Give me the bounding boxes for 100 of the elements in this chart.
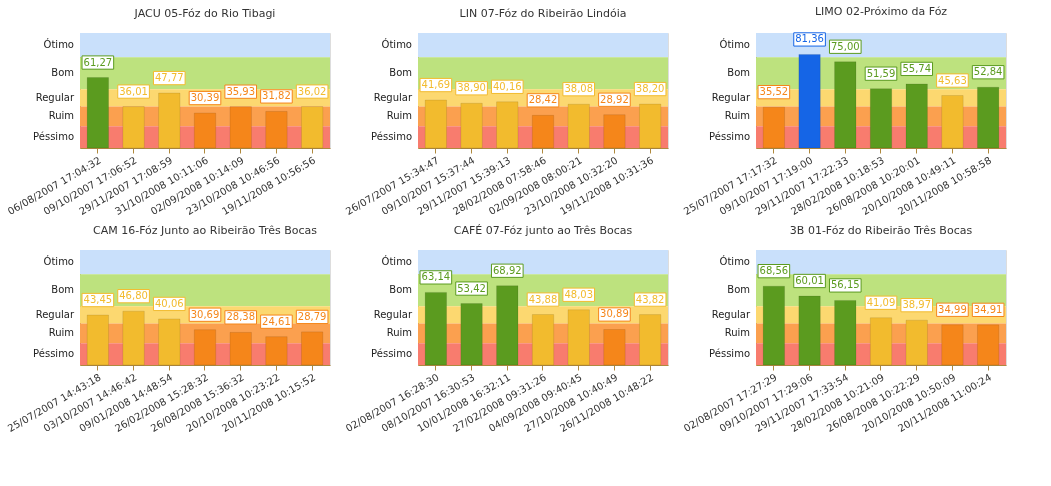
data-label: 41,69 [421,79,451,91]
bar [194,329,216,366]
data-label: 60,01 [795,274,824,286]
band-label: Bom [51,284,74,296]
bar [639,103,662,149]
chart-title: CAM 16-Fóz Junto ao Ribeirão Três Bocas [93,224,318,237]
data-label: 52,84 [973,66,1003,78]
band-label: Ruim [386,110,412,122]
bar [496,101,519,149]
data-label: 63,14 [421,271,451,283]
data-label: 47,77 [154,72,184,84]
band-label: Regular [711,308,751,320]
data-label: 40,16 [492,80,522,92]
band-label: Regular [373,308,413,320]
bar [798,295,821,366]
band-label: Ótimo [381,255,412,268]
data-label: 68,92 [492,264,522,276]
bar [86,314,109,366]
data-label: 28,92 [600,93,629,105]
bar [194,112,216,149]
bar [460,103,483,149]
bar [834,61,857,149]
bar [870,317,892,366]
data-label: 81,36 [795,33,824,45]
data-label: 40,06 [154,297,184,309]
data-label: 56,15 [830,279,860,291]
bar [158,92,181,149]
bar [603,329,626,366]
band-label: Ruim [386,327,412,339]
bar [603,114,626,149]
bar [977,324,1000,366]
data-label: 35,52 [759,86,789,98]
data-label: 48,03 [564,288,594,300]
band-label: Bom [727,67,750,79]
bar [424,99,447,149]
bar [460,303,483,366]
chart-title: CAFÉ 07-Fóz junto ao Três Bocas [453,224,633,237]
data-label: 31,82 [262,90,291,102]
bar [158,318,181,366]
bar [301,106,324,149]
bar [567,309,590,366]
band-label: Regular [35,308,75,320]
data-label: 34,91 [973,303,1003,315]
bar [762,106,785,149]
bar [301,331,324,366]
band-label: Ruim [724,110,750,122]
chart-title: LIN 07-Fóz do Ribeirão Lindóia [459,7,627,20]
band-label: Ótimo [719,38,750,51]
data-label: 30,69 [190,308,220,320]
band-label: Ótimo [43,38,74,51]
bar [265,111,288,149]
chart-title: 3B 01-Fóz do Ribeirão Três Bocas [789,224,973,237]
data-label: 41,09 [866,296,896,308]
data-label: 38,97 [902,299,932,311]
data-label: 38,20 [635,83,665,95]
data-label: 30,39 [190,92,220,104]
bar [532,115,554,149]
data-label: 43,88 [528,293,558,305]
band-label: Péssimo [33,348,74,360]
data-label: 28,38 [226,311,256,323]
data-label: 75,00 [830,40,860,52]
bar [424,292,447,366]
data-label: 38,90 [457,82,486,94]
bar [265,336,288,366]
bar [870,88,892,149]
band-label: Ótimo [719,255,750,268]
bar [122,106,145,149]
band-label: Bom [389,284,412,296]
data-label: 36,01 [119,85,148,97]
data-label: 61,27 [83,56,113,68]
band-label: Ruim [724,327,750,339]
band-label: Péssimo [371,348,412,360]
band-label: Péssimo [709,348,750,360]
data-label: 28,42 [528,94,558,106]
data-label: 68,56 [759,265,789,277]
band-label: Bom [389,67,412,79]
data-label: 43,82 [635,293,665,305]
band-label: Péssimo [371,131,412,143]
bar [86,77,109,149]
data-label: 36,02 [297,85,327,97]
band-label: Péssimo [33,131,74,143]
bar [905,319,928,366]
data-label: 46,80 [119,290,148,302]
data-label: 51,59 [866,67,896,79]
band-label: Ruim [48,110,74,122]
band-label: Péssimo [709,131,750,143]
data-label: 53,42 [457,282,486,294]
bar [762,285,785,366]
data-label: 55,74 [902,62,932,74]
band-label: Ótimo [43,255,74,268]
bar [977,86,1000,149]
data-label: 28,79 [297,310,327,322]
band-label: Ótimo [381,38,412,51]
bar [229,332,252,366]
band-label: Ruim [48,327,74,339]
band-label: Regular [35,91,75,103]
bar [496,285,519,366]
data-label: 43,45 [83,294,113,306]
band-label: Regular [373,91,413,103]
bar [639,314,662,366]
